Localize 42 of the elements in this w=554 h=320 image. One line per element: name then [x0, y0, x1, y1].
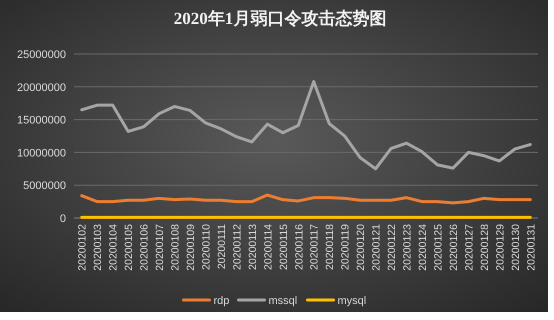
legend-label: rdp: [214, 295, 230, 307]
legend-label: mssql: [268, 295, 298, 307]
x-tick-label: 20200119: [340, 224, 352, 270]
x-tick-label: 20200105: [123, 224, 136, 271]
x-tick-label: 20200113: [246, 224, 259, 270]
x-tick-label: 20200112: [231, 224, 244, 270]
y-tick-label: 25000000: [17, 49, 66, 61]
x-tick-label: 20200111: [216, 224, 228, 270]
x-tick-label: 20200127: [463, 224, 476, 271]
x-tick-label: 20200108: [170, 224, 182, 271]
x-tick-label: 20200117: [308, 224, 321, 270]
x-tick-label: 20200124: [417, 224, 429, 271]
x-tick-label: 20200125: [432, 224, 444, 271]
y-tick-label: 5000000: [23, 180, 66, 192]
x-tick-label: 20200104: [108, 224, 120, 271]
y-tick-label: 20000000: [17, 82, 66, 94]
x-tick-label: 20200116: [293, 224, 306, 270]
x-tick-label: 20200109: [185, 224, 197, 271]
x-tick-label: 20200128: [478, 224, 491, 271]
x-tick-label: 20200118: [324, 224, 336, 270]
x-tick-label: 20200114: [262, 224, 274, 270]
x-tick-label: 20200120: [355, 224, 368, 271]
x-tick-label: 20200126: [448, 224, 460, 271]
legend-label: mysql: [338, 295, 366, 307]
line-series: [80, 194, 532, 204]
x-tick-label: 20200122: [386, 224, 398, 271]
x-tick-label: 20200121: [370, 224, 383, 271]
x-tick-label: 20200115: [278, 224, 290, 270]
x-tick-label: 20200129: [494, 224, 506, 271]
line-series: [80, 80, 532, 170]
y-tick-label: 10000000: [17, 147, 66, 160]
chart-title: 2020年1月弱口令攻击态势图: [174, 9, 386, 28]
x-tick-label: 20200102: [76, 224, 89, 271]
y-tick-label: 0: [60, 213, 66, 225]
x-tick-label: 20200110: [200, 224, 212, 270]
x-tick-label: 20200103: [92, 224, 104, 271]
x-tick-label: 20200130: [510, 224, 522, 271]
y-tick-label: 15000000: [17, 114, 66, 127]
x-tick-label: 20200107: [154, 224, 166, 271]
x-tick-label: 20200131: [525, 224, 538, 271]
x-tick-label: 20200123: [402, 224, 414, 271]
x-tick-label: 20200106: [138, 224, 151, 271]
